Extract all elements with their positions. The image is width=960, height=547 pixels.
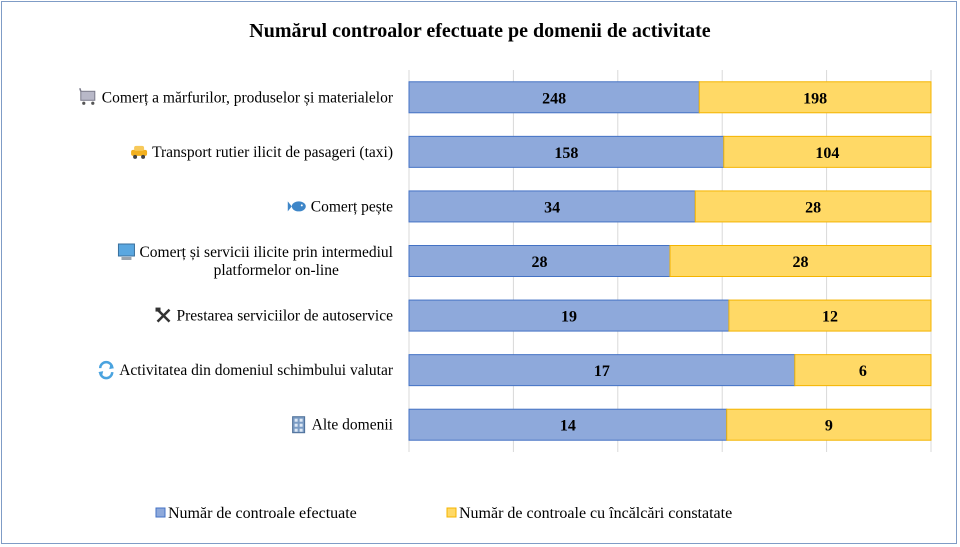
fish-icon	[287, 201, 306, 212]
bar-series-2	[669, 245, 932, 277]
bars: 248 198 158 104 34 28 28 28 19 12 17 6 14 9	[408, 81, 932, 441]
data-label: 198	[803, 90, 827, 107]
category-label: Activitatea din domeniul schimbului valu…	[119, 362, 394, 379]
bar-series-2	[794, 354, 932, 387]
data-label: 28	[805, 199, 821, 216]
data-label: 28	[532, 254, 548, 271]
tools-icon	[155, 307, 171, 323]
legend-swatch	[155, 507, 166, 518]
taxi-icon	[131, 145, 148, 159]
data-label: 158	[554, 145, 578, 162]
data-label: 19	[561, 309, 577, 326]
data-label: 28	[793, 254, 809, 271]
category-labels: Comerț a mărfurilor, produselor și mater…	[79, 88, 394, 434]
bar-series-2	[723, 135, 932, 168]
category-label: Comerț a mărfurilor, produselor și mater…	[102, 89, 394, 106]
category-label: Prestarea serviciilor de autoservice	[177, 308, 394, 325]
data-label: 6	[859, 363, 867, 380]
data-label: 9	[825, 418, 833, 435]
chart-title: Numărul controalor efectuate pe domenii …	[249, 20, 711, 42]
data-label: 34	[544, 199, 560, 216]
bar-series-1	[408, 354, 796, 387]
data-label: 12	[822, 309, 838, 326]
data-label: 17	[594, 363, 610, 380]
legend-swatch	[446, 507, 457, 518]
category-label: Comerț și servicii ilicite prin intermed…	[139, 244, 393, 261]
data-label: 14	[560, 418, 576, 435]
legend: Număr de controale efectuate Număr de con…	[155, 505, 732, 522]
category-label: Transport rutier ilicit de pasageri (tax…	[152, 144, 393, 161]
bar-series-1	[408, 408, 728, 441]
bar-series-2	[694, 190, 932, 223]
data-label: 104	[815, 145, 839, 162]
bar-series-2	[728, 299, 932, 332]
cart-icon	[79, 88, 96, 105]
category-label: Alte domenii	[312, 417, 394, 434]
bar-series-1	[408, 299, 730, 332]
bar-series-1	[408, 245, 671, 277]
legend-label: Număr de controale efectuate	[168, 505, 357, 522]
computer-icon	[117, 243, 135, 260]
bar-series-1	[408, 190, 696, 223]
bar-series-2	[698, 81, 932, 114]
data-label: 248	[542, 90, 566, 107]
category-label: Comerț pește	[311, 198, 393, 215]
building-icon	[292, 416, 306, 434]
bar-series-2	[726, 408, 932, 441]
legend-label: Număr de controale cu încălcări constata…	[459, 505, 732, 522]
category-label: platformelor on-line	[214, 262, 339, 279]
exchange-icon	[98, 360, 115, 380]
bar-series-1	[408, 135, 725, 168]
